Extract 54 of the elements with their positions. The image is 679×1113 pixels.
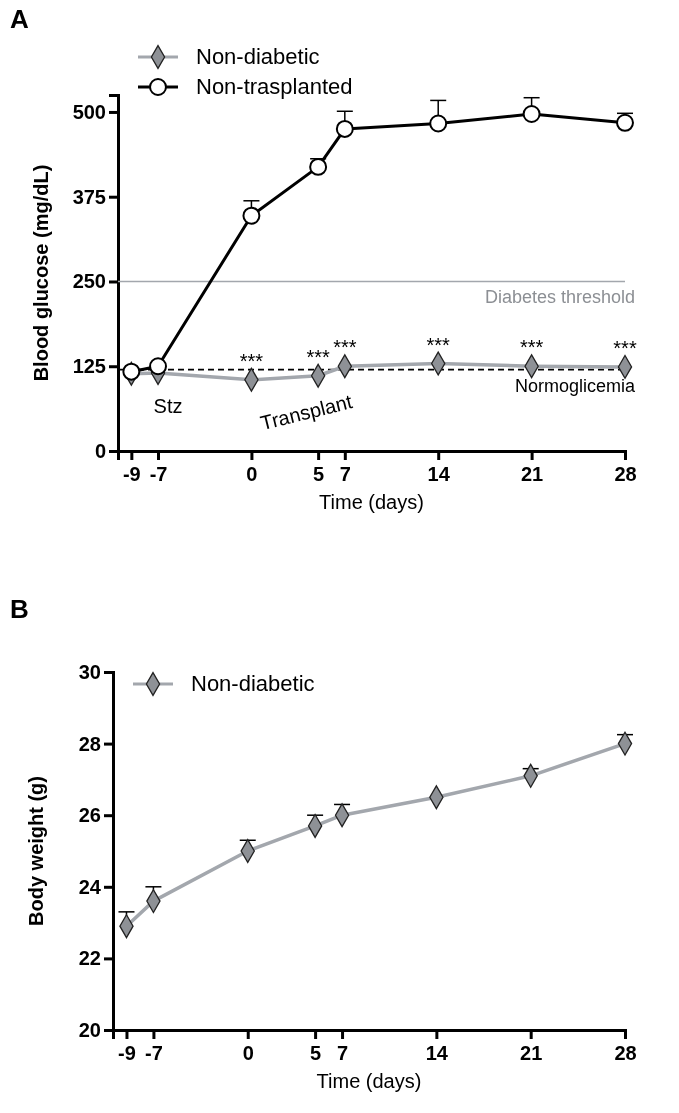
- y-tick-label: 24: [78, 875, 102, 898]
- annotation: Transplant: [258, 390, 355, 435]
- legend-label: Non-diabetic: [191, 671, 315, 696]
- ref-line-label: Diabetes threshold: [484, 287, 635, 308]
- y-tick-label: 28: [78, 732, 101, 755]
- x-tick-label: 28: [614, 463, 637, 485]
- x-tick-label: -9: [118, 1042, 136, 1064]
- y-tick-label: 250: [72, 270, 106, 293]
- y-axis-title: Blood glucose (mg/dL): [30, 164, 52, 382]
- x-tick-label: 14: [425, 1042, 449, 1064]
- x-tick-label: 21: [520, 463, 544, 485]
- x-axis-title: Time (days): [316, 1070, 422, 1092]
- ref-line-label: Normoglicemia: [514, 375, 636, 396]
- annotation: ***: [426, 333, 451, 356]
- chart-title: A: [10, 4, 29, 34]
- x-tick-label: 0: [242, 1042, 254, 1064]
- y-tick-label: 0: [94, 439, 106, 462]
- x-tick-label: 0: [246, 463, 258, 485]
- y-axis-title: Body weight (g): [25, 776, 47, 926]
- annotation: ***: [333, 336, 357, 359]
- y-tick-label: 22: [78, 947, 101, 970]
- y-tick-label: 30: [78, 660, 101, 683]
- y-tick-label: 500: [72, 100, 106, 123]
- point: [149, 357, 168, 376]
- x-tick-label: 21: [520, 1042, 543, 1064]
- point: [429, 114, 448, 133]
- chart-title: B: [10, 594, 29, 624]
- annotation: ***: [306, 345, 331, 368]
- x-tick-label: 5: [313, 463, 325, 485]
- x-tick-label: 7: [336, 1042, 349, 1064]
- x-tick-label: -7: [145, 1042, 163, 1064]
- x-tick-label: 28: [614, 1042, 637, 1064]
- annotation: ***: [239, 349, 264, 372]
- annotation: ***: [519, 336, 544, 359]
- point: [309, 157, 328, 176]
- point: [616, 113, 634, 132]
- x-tick-label: -7: [149, 463, 168, 485]
- y-tick-label: 26: [78, 804, 101, 827]
- annotation: ***: [613, 336, 637, 359]
- legend-label: Non-diabetic: [196, 44, 320, 69]
- y-tick-label: 375: [72, 185, 106, 208]
- point: [522, 105, 541, 123]
- x-axis-title: Time (days): [319, 491, 424, 513]
- x-tick-label: -9: [122, 463, 141, 485]
- point: [122, 362, 141, 381]
- annotation: Stz: [153, 395, 183, 417]
- y-tick-label: 125: [72, 355, 106, 378]
- y-tick-label: 20: [78, 1018, 101, 1041]
- point: [335, 119, 354, 138]
- legend-label: Non-trasplanted: [196, 74, 353, 99]
- x-tick-label: 5: [310, 1042, 322, 1064]
- x-tick-label: 14: [427, 463, 451, 485]
- x-tick-label: 7: [339, 463, 351, 485]
- point: [242, 206, 261, 225]
